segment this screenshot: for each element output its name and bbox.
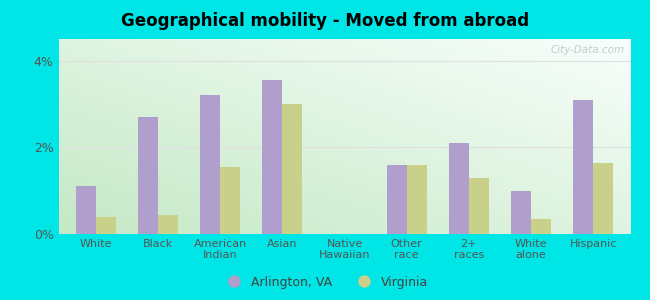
Bar [449, 143, 469, 234]
Bar [158, 214, 178, 234]
Bar [138, 117, 158, 234]
Text: Geographical mobility - Moved from abroad: Geographical mobility - Moved from abroa… [121, 12, 529, 30]
Bar [407, 165, 426, 234]
Legend: Arlington, VA, Virginia: Arlington, VA, Virginia [216, 271, 434, 294]
Bar [76, 186, 96, 234]
Bar [220, 167, 240, 234]
Bar [200, 95, 220, 234]
Bar [469, 178, 489, 234]
Bar [263, 80, 282, 234]
Bar [593, 163, 613, 234]
Bar [282, 104, 302, 234]
Bar [96, 217, 116, 234]
Bar [573, 100, 593, 234]
Bar [531, 219, 551, 234]
Bar [511, 191, 531, 234]
Text: City-Data.com: City-Data.com [551, 45, 625, 55]
Bar [387, 165, 407, 234]
